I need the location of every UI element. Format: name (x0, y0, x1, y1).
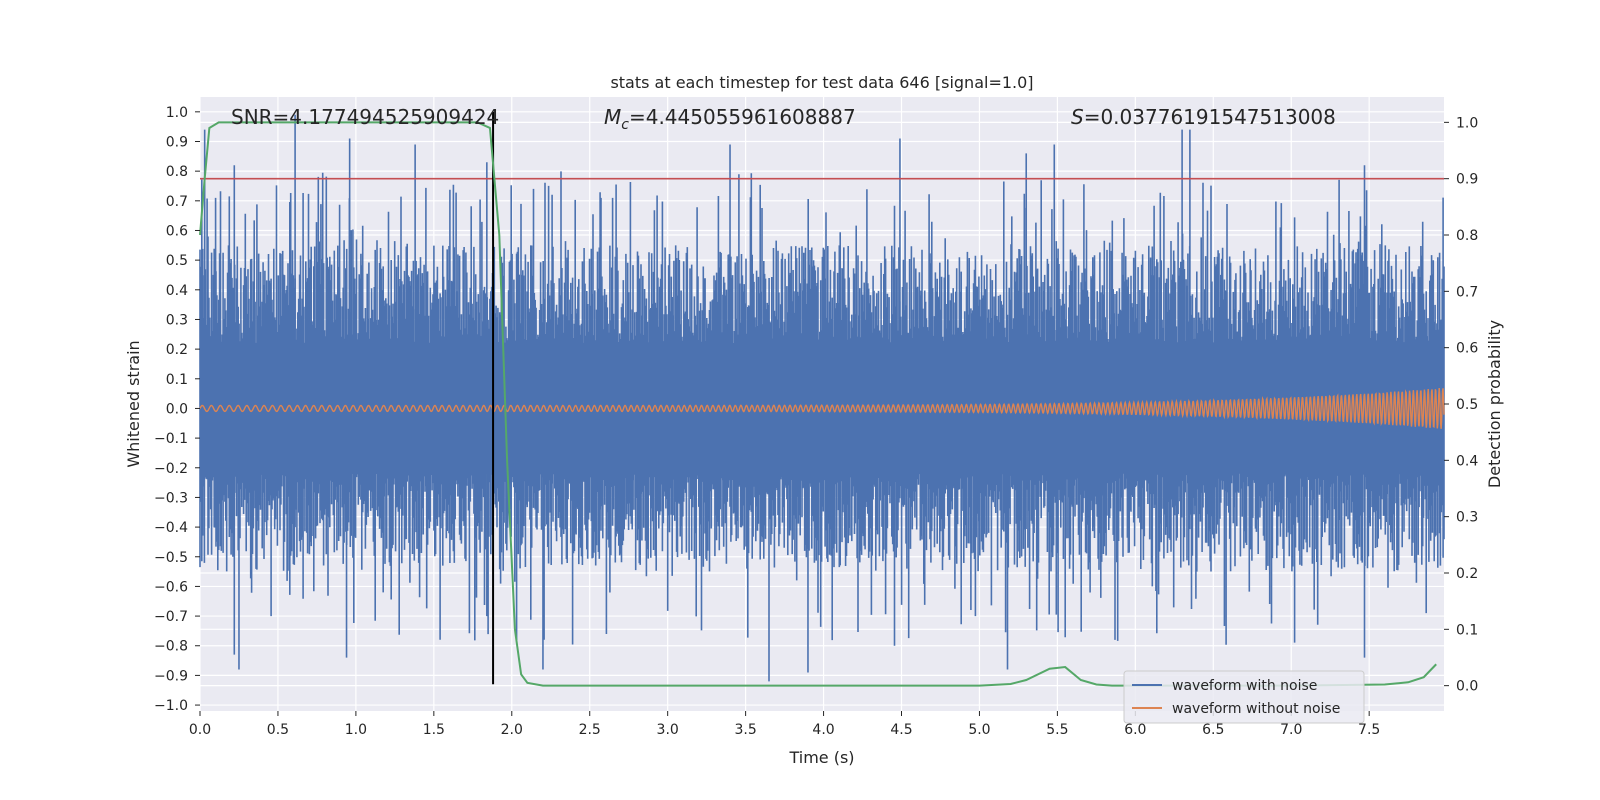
chart-title: stats at each timestep for test data 646… (610, 73, 1033, 92)
legend: waveform with noise waveform without noi… (1123, 670, 1365, 724)
y-tick-label-left: 1.0 (166, 105, 188, 121)
y-tick-label-right: 0.0 (1456, 679, 1478, 695)
y-tick-label-left: 0.8 (166, 164, 188, 180)
x-tick-label: 5.0 (968, 722, 990, 738)
annotation-s-symbol: S (1071, 105, 1084, 129)
y-tick-label-left: −0.9 (154, 668, 188, 684)
y-tick-label-left: −0.2 (154, 461, 188, 477)
legend-label-clean: waveform without noise (1172, 701, 1340, 717)
annotation-mc-value: =4.445055961608887 (629, 105, 856, 129)
y-tick-label-right: 0.4 (1456, 453, 1478, 469)
y-tick-label-left: −0.5 (154, 550, 188, 566)
x-tick-label: 7.0 (1280, 722, 1302, 738)
x-tick-label: 6.5 (1202, 722, 1224, 738)
y-tick-label-left: 0.6 (166, 223, 188, 239)
y-tick-label-left: −0.3 (154, 490, 188, 506)
y-tick-label-left: 0.3 (166, 312, 188, 328)
y-tick-label-right: 0.9 (1456, 172, 1478, 188)
y-tick-label-right: 0.2 (1456, 566, 1478, 582)
y-tick-label-left: −1.0 (154, 698, 188, 714)
x-tick-label: 3.0 (657, 722, 679, 738)
y-tick-label-right: 0.5 (1456, 397, 1478, 413)
legend-box (1123, 670, 1365, 724)
y-tick-label-right: 0.6 (1456, 341, 1478, 357)
y-tick-label-right: 0.3 (1456, 510, 1478, 526)
y-tick-label-left: −0.1 (154, 431, 188, 447)
legend-label-noise: waveform with noise (1172, 678, 1317, 694)
y-tick-label-left: 0.4 (166, 283, 188, 299)
y-tick-label-left: 0.9 (166, 134, 188, 150)
y-tick-label-left: 0.1 (166, 372, 188, 388)
series-waveform-without-noise (199, 388, 1445, 429)
annotation-mc-symbol: M (604, 105, 621, 129)
y-tick-label-right: 0.7 (1456, 284, 1478, 300)
y-tick-label-left: 0.2 (166, 342, 188, 358)
x-tick-label: 3.5 (734, 722, 756, 738)
y-tick-label-left: 0.7 (166, 194, 188, 210)
y-tick-label-left: 0.0 (166, 401, 188, 417)
x-tick-label: 0.5 (267, 722, 289, 738)
y-tick-label-left: −0.4 (154, 520, 188, 536)
y-tick-label-left: −0.7 (154, 609, 188, 625)
x-tick-label: 7.5 (1358, 722, 1380, 738)
y-axis-label-right: Detection probability (1485, 320, 1504, 488)
marker-layer (200, 111, 1444, 685)
annotation-snr: SNR=4.177494525909424 (231, 105, 499, 129)
y-tick-label-left: 0.5 (166, 253, 188, 269)
y-tick-label-right: 0.8 (1456, 228, 1478, 244)
x-axis-label: Time (s) (788, 748, 854, 767)
x-tick-label: 5.5 (1046, 722, 1068, 738)
tick-layer: 0.0 0.5 1.0 1.5 2.0 2.5 3.0 3.5 4.0 4.5 5.0 5.5 6.0 6… (154, 105, 1478, 738)
y-tick-label-right: 0.1 (1456, 622, 1478, 638)
x-tick-label: 1.0 (345, 722, 367, 738)
y-tick-label-left: −0.6 (154, 579, 188, 595)
annotation-mc-subscript: c (621, 117, 629, 133)
x-tick-label: 6.0 (1124, 722, 1146, 738)
x-tick-label: 4.5 (890, 722, 912, 738)
x-tick-label: 4.0 (812, 722, 834, 738)
x-tick-label: 2.5 (579, 722, 601, 738)
y-axis-label-left: Whitened strain (124, 340, 143, 467)
annotation-s-value: =0.03776191547513008 (1084, 105, 1336, 129)
x-tick-label: 0.0 (189, 722, 211, 738)
x-tick-label: 1.5 (423, 722, 445, 738)
annotation-s: S=0.03776191547513008 (1071, 105, 1336, 129)
y-tick-label-right: 1.0 (1456, 115, 1478, 131)
x-tick-label: 2.0 (501, 722, 523, 738)
annotation-chirp-mass: Mc=4.445055961608887 (604, 105, 856, 133)
y-tick-label-left: −0.8 (154, 639, 188, 655)
clean-waveform-layer (199, 388, 1445, 429)
